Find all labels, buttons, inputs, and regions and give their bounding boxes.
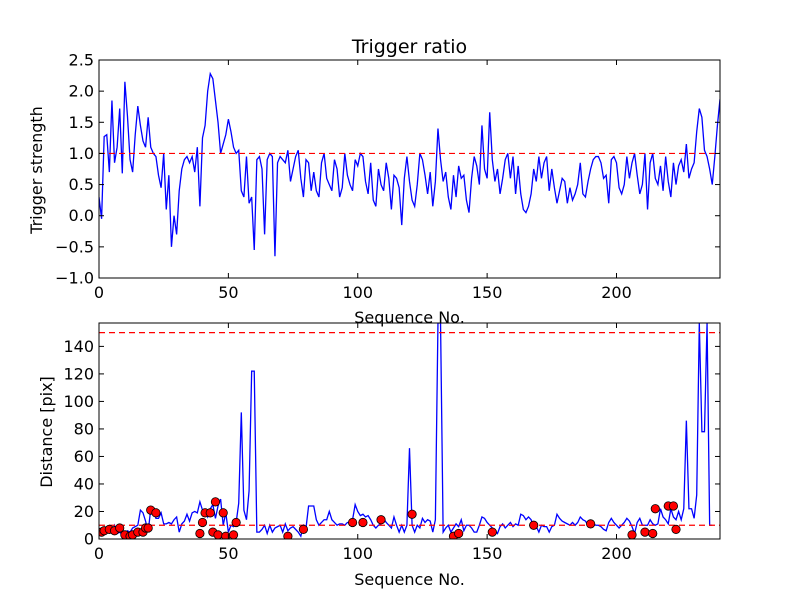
- marker-point: [218, 508, 228, 518]
- marker-point: [151, 508, 161, 518]
- x-axis-label: Sequence No.: [354, 308, 465, 327]
- chart-title: Trigger ratio: [351, 36, 467, 58]
- y-tick-label: 20: [74, 502, 94, 521]
- marker-point: [487, 527, 497, 537]
- marker-point: [231, 517, 241, 528]
- x-tick-label: 200: [601, 283, 632, 302]
- y-tick-label: −1.0: [55, 269, 94, 288]
- y-tick-label: 120: [63, 364, 94, 383]
- marker-point: [347, 517, 358, 528]
- y-tick-label: 1.0: [69, 144, 94, 163]
- y-tick-label: 2.5: [69, 51, 94, 70]
- series-line: [99, 71, 720, 257]
- marker-point: [454, 528, 464, 539]
- y-tick-label: −0.5: [55, 237, 94, 256]
- marker-point: [298, 524, 309, 534]
- marker-point: [640, 527, 650, 537]
- marker-point: [283, 531, 293, 539]
- distance-panel: Sequence No. Distance [pix] 0 50 100 150 200…: [37, 322, 721, 589]
- marker-point: [195, 528, 205, 539]
- x-tick-label: 50: [218, 544, 238, 563]
- y-tick-label: 2.0: [69, 82, 94, 101]
- y-axis-label: Distance [pix]: [37, 376, 56, 488]
- y-tick-label: 0.0: [69, 206, 94, 225]
- x-tick-label: 100: [342, 283, 373, 302]
- x-axis-label: Sequence No.: [354, 570, 465, 589]
- y-tick-label: 140: [63, 337, 94, 356]
- y-tick-label: 0: [84, 530, 94, 549]
- marker-point: [358, 517, 368, 528]
- x-tick-label: 0: [94, 283, 104, 302]
- marker-point: [197, 517, 208, 528]
- marker-point: [205, 508, 215, 518]
- marker-point: [376, 515, 386, 525]
- marker-point: [210, 497, 221, 507]
- y-tick-label: 100: [63, 392, 94, 411]
- x-tick-label: 100: [342, 544, 373, 563]
- y-axis-label: Trigger strength: [27, 106, 46, 235]
- y-tick-label: 40: [74, 474, 94, 493]
- marker-point: [586, 519, 596, 529]
- x-tick-label: 150: [472, 283, 503, 302]
- marker-point: [213, 530, 223, 539]
- x-tick-label: 200: [601, 544, 632, 563]
- marker-point: [648, 528, 658, 539]
- marker-point: [529, 520, 539, 530]
- y-tick-label: 60: [74, 447, 94, 466]
- axes-frame: [98, 322, 721, 540]
- marker-point: [115, 523, 125, 533]
- marker-point: [627, 530, 637, 539]
- y-tick-label: 1.5: [69, 113, 94, 132]
- y-tick-label: 0.5: [69, 175, 94, 194]
- x-tick-label: 150: [472, 544, 503, 563]
- marker-point: [143, 523, 153, 533]
- y-tick-label: 80: [74, 419, 94, 438]
- marker-point: [650, 504, 660, 514]
- axes-frame: [98, 59, 721, 279]
- marker-point: [407, 509, 417, 519]
- trigger-ratio-panel: Trigger ratio Sequence No. Trigger stren…: [27, 36, 721, 327]
- marker-point: [671, 524, 681, 534]
- marker-point: [668, 501, 679, 511]
- x-tick-label: 50: [218, 283, 238, 302]
- marker-point: [228, 530, 239, 539]
- x-tick-label: 0: [94, 544, 104, 563]
- series-line: [99, 323, 713, 538]
